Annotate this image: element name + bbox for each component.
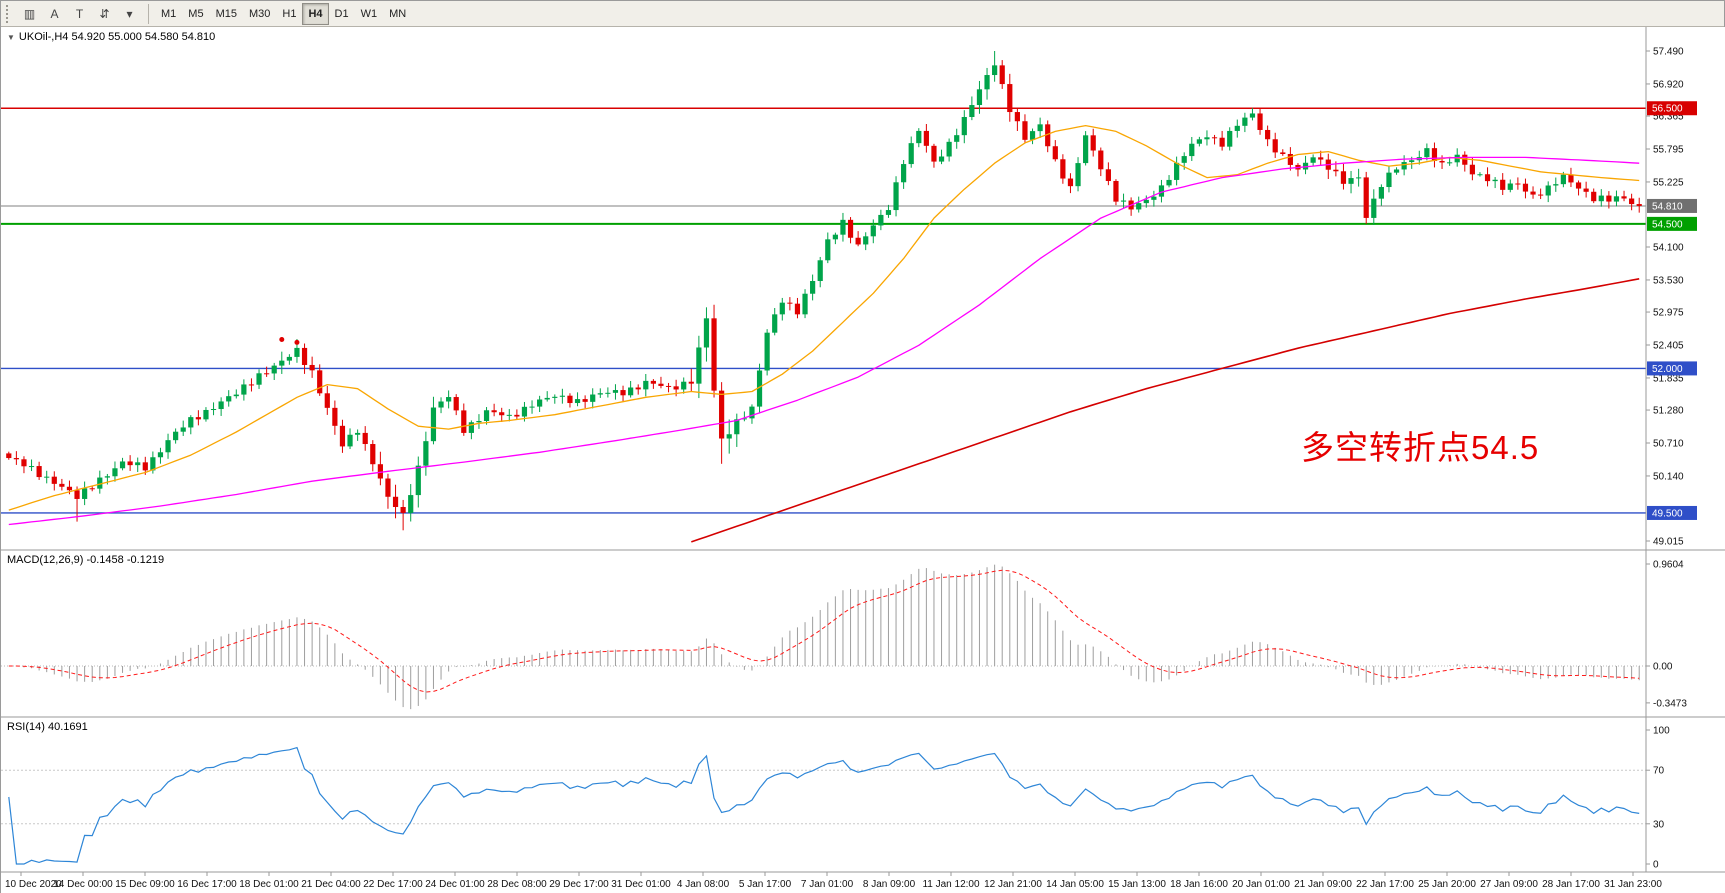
svg-text:49.015: 49.015 bbox=[1653, 537, 1684, 548]
svg-text:51.835: 51.835 bbox=[1653, 373, 1684, 384]
ma-slow-red bbox=[691, 278, 1640, 543]
svg-text:25 Jan 20:00: 25 Jan 20:00 bbox=[1418, 879, 1476, 890]
price-badge bbox=[1647, 361, 1697, 376]
svg-text:52.405: 52.405 bbox=[1653, 341, 1684, 352]
svg-text:31 Jan 23:00: 31 Jan 23:00 bbox=[1604, 879, 1662, 890]
svg-text:28 Dec 08:00: 28 Dec 08:00 bbox=[487, 879, 547, 890]
svg-text:0: 0 bbox=[1653, 860, 1659, 871]
ma-mid-magenta bbox=[8, 156, 1640, 526]
svg-text:20 Jan 01:00: 20 Jan 01:00 bbox=[1232, 879, 1290, 890]
timeframe-m30[interactable]: M30 bbox=[243, 3, 276, 25]
svg-text:52.000: 52.000 bbox=[1652, 364, 1683, 375]
svg-text:30: 30 bbox=[1653, 819, 1665, 830]
svg-text:27 Jan 09:00: 27 Jan 09:00 bbox=[1480, 879, 1538, 890]
timeframe-button-group: M1 M5 M15 M30 H1 H4 D1 W1 MN bbox=[155, 2, 412, 25]
svg-text:70: 70 bbox=[1653, 766, 1665, 777]
svg-text:53.530: 53.530 bbox=[1653, 275, 1684, 286]
price-badge bbox=[1647, 216, 1697, 231]
timeframe-m1[interactable]: M1 bbox=[155, 3, 182, 25]
sell-signal-dot bbox=[294, 339, 300, 345]
timeframe-d1[interactable]: D1 bbox=[329, 3, 355, 25]
svg-text:10 Dec 2020: 10 Dec 2020 bbox=[5, 879, 62, 890]
svg-text:16 Dec 17:00: 16 Dec 17:00 bbox=[177, 879, 237, 890]
price-badge bbox=[1647, 198, 1697, 213]
svg-text:57.490: 57.490 bbox=[1653, 47, 1684, 58]
svg-text:51.280: 51.280 bbox=[1653, 406, 1684, 417]
svg-text:15 Jan 13:00: 15 Jan 13:00 bbox=[1108, 879, 1166, 890]
svg-text:56.365: 56.365 bbox=[1653, 112, 1684, 123]
svg-text:22 Dec 17:00: 22 Dec 17:00 bbox=[363, 879, 423, 890]
macd-histogram bbox=[15, 564, 1640, 710]
svg-text:100: 100 bbox=[1653, 726, 1670, 737]
price-axis: 57.490 56.920 56.365 55.795 55.225 54.100 53.5… bbox=[1646, 47, 1697, 548]
svg-text:18 Jan 16:00: 18 Jan 16:00 bbox=[1170, 879, 1228, 890]
price-badge bbox=[1647, 505, 1697, 520]
svg-text:8 Jan 09:00: 8 Jan 09:00 bbox=[863, 879, 916, 890]
macd-signal-line bbox=[8, 569, 1640, 693]
svg-text:54.810: 54.810 bbox=[1652, 201, 1683, 212]
chart-canvas[interactable]: 57.490 56.920 56.365 55.795 55.225 54.100 53.5… bbox=[1, 27, 1725, 893]
chart-window: 57.490 56.920 56.365 55.795 55.225 54.100 53.5… bbox=[1, 27, 1725, 893]
cycle-arrows-icon[interactable]: ⇵ bbox=[92, 3, 117, 25]
candlestick-series bbox=[6, 51, 1642, 531]
text-label-tool-icon[interactable]: T bbox=[67, 3, 92, 25]
svg-text:22 Jan 17:00: 22 Jan 17:00 bbox=[1356, 879, 1414, 890]
svg-text:15 Dec 09:00: 15 Dec 09:00 bbox=[115, 879, 175, 890]
svg-text:4 Jan 08:00: 4 Jan 08:00 bbox=[677, 879, 730, 890]
tool-button-group: ▥ A T ⇵ ▾ bbox=[17, 3, 142, 25]
timeframe-m5[interactable]: M5 bbox=[182, 3, 209, 25]
svg-text:56.500: 56.500 bbox=[1652, 104, 1683, 115]
collapse-triangle-icon[interactable]: ▼ bbox=[7, 33, 15, 42]
svg-text:5 Jan 17:00: 5 Jan 17:00 bbox=[739, 879, 792, 890]
svg-text:31 Dec 01:00: 31 Dec 01:00 bbox=[611, 879, 671, 890]
svg-text:7 Jan 01:00: 7 Jan 01:00 bbox=[801, 879, 854, 890]
sell-signal-dot bbox=[279, 337, 285, 343]
svg-text:52.975: 52.975 bbox=[1653, 308, 1684, 319]
svg-text:0.9604: 0.9604 bbox=[1653, 560, 1684, 571]
svg-text:14 Jan 05:00: 14 Jan 05:00 bbox=[1046, 879, 1104, 890]
svg-text:50.140: 50.140 bbox=[1653, 471, 1684, 482]
svg-text:28 Jan 17:00: 28 Jan 17:00 bbox=[1542, 879, 1600, 890]
svg-text:55.225: 55.225 bbox=[1653, 177, 1684, 188]
svg-text:21 Dec 04:00: 21 Dec 04:00 bbox=[301, 879, 361, 890]
timeframe-mn[interactable]: MN bbox=[383, 3, 412, 25]
rsi-line bbox=[8, 746, 1640, 865]
svg-text:11 Jan 12:00: 11 Jan 12:00 bbox=[922, 879, 980, 890]
price-badge bbox=[1647, 101, 1697, 116]
timeframe-m15[interactable]: M15 bbox=[210, 3, 243, 25]
svg-text:29 Dec 17:00: 29 Dec 17:00 bbox=[549, 879, 609, 890]
timeframe-w1[interactable]: W1 bbox=[355, 3, 384, 25]
svg-text:14 Dec 00:00: 14 Dec 00:00 bbox=[53, 879, 113, 890]
dropdown-caret-icon[interactable]: ▾ bbox=[117, 3, 142, 25]
svg-text:56.920: 56.920 bbox=[1653, 79, 1684, 90]
indicator-axes: 0.9604 0.00 -0.3473 100 70 30 0 bbox=[1646, 560, 1687, 871]
cursor-mode-icon[interactable]: A bbox=[42, 3, 67, 25]
svg-text:24 Dec 01:00: 24 Dec 01:00 bbox=[425, 879, 485, 890]
toolbar-separator bbox=[148, 3, 149, 24]
svg-text:-0.3473: -0.3473 bbox=[1653, 698, 1687, 709]
svg-text:50.710: 50.710 bbox=[1653, 439, 1684, 450]
svg-text:21 Jan 09:00: 21 Jan 09:00 bbox=[1294, 879, 1352, 890]
svg-text:49.500: 49.500 bbox=[1652, 508, 1683, 519]
bar-chart-mode-icon[interactable]: ▥ bbox=[17, 3, 42, 25]
svg-text:54.100: 54.100 bbox=[1653, 243, 1684, 254]
toolbar-grip[interactable] bbox=[6, 4, 11, 23]
main-toolbar: ▥ A T ⇵ ▾ M1 M5 M15 M30 H1 H4 D1 W1 MN bbox=[1, 1, 1724, 27]
svg-text:54.500: 54.500 bbox=[1652, 219, 1683, 230]
timeframe-h1[interactable]: H1 bbox=[276, 3, 302, 25]
svg-text:55.795: 55.795 bbox=[1653, 145, 1684, 156]
svg-text:18 Dec 01:00: 18 Dec 01:00 bbox=[239, 879, 299, 890]
svg-text:0.00: 0.00 bbox=[1653, 662, 1673, 673]
svg-text:12 Jan 21:00: 12 Jan 21:00 bbox=[984, 879, 1042, 890]
timeframe-h4[interactable]: H4 bbox=[302, 2, 329, 25]
